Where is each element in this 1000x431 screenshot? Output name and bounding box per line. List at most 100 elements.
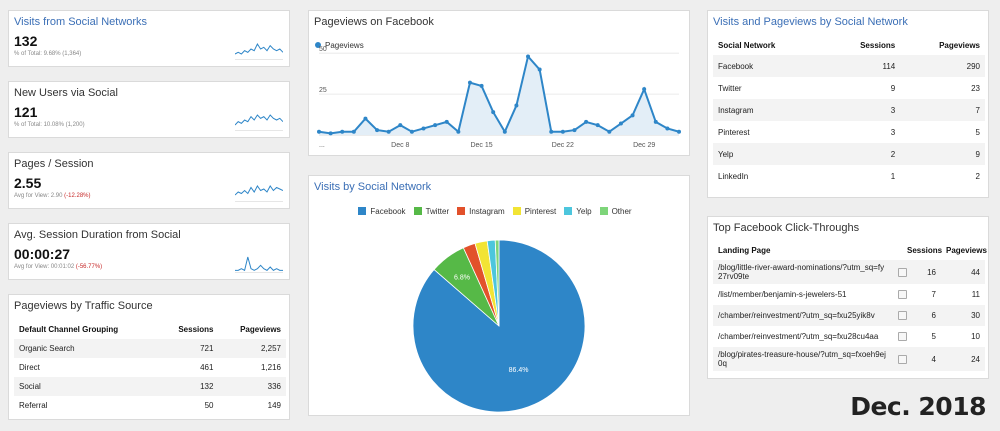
sparkline-series bbox=[235, 114, 283, 126]
data-point bbox=[386, 129, 391, 134]
kpi-subtext: Avg for View: 00:01:02 (-56.77%) bbox=[14, 264, 103, 270]
kpi-subtext: Avg for View: 2.90 (-12.28%) bbox=[14, 193, 91, 199]
copy-icon[interactable] bbox=[898, 354, 907, 364]
kpi-value: 00:00:27 bbox=[14, 246, 71, 262]
legend-item-facebook[interactable]: Facebook bbox=[358, 206, 406, 216]
column-header[interactable]: Default Channel Grouping bbox=[19, 325, 119, 334]
facebook-clickthroughs-card: Top Facebook Click-Throughs Landing Page… bbox=[707, 216, 989, 379]
data-point bbox=[502, 129, 507, 134]
legend-item-instagram[interactable]: Instagram bbox=[457, 207, 505, 216]
data-point bbox=[328, 131, 333, 136]
x-tick-label: Dec 8 bbox=[391, 142, 409, 149]
data-point bbox=[351, 129, 356, 134]
kpi-value: 132 bbox=[14, 33, 38, 49]
landing-page-link[interactable]: /blog/little-river-award-nominations/?ut… bbox=[713, 260, 893, 284]
social-network-card: Visits and Pageviews by Social Network S… bbox=[707, 10, 989, 198]
data-point bbox=[444, 119, 449, 124]
table-row: /blog/pirates-treasure-house/?utm_sq=fxo… bbox=[713, 347, 985, 371]
data-point bbox=[618, 121, 623, 126]
data-point bbox=[409, 129, 414, 134]
pie-chart: 86.4% 6.8% bbox=[412, 239, 586, 413]
kpi-change: (-12.28%) bbox=[64, 193, 91, 199]
card-title[interactable]: Visits by Social Network bbox=[314, 181, 432, 193]
table-row: Direct 461 1,216 bbox=[19, 363, 281, 372]
kpi-card-pages-session: Pages / Session 2.55 Avg for View: 2.90 … bbox=[8, 152, 290, 209]
kpi-value: 2.55 bbox=[14, 175, 42, 191]
column-header[interactable]: Sessions bbox=[907, 246, 943, 255]
landing-page-link[interactable]: /list/member/benjamin-s-jewelers-51 bbox=[718, 290, 847, 299]
copy-icon[interactable] bbox=[898, 290, 907, 300]
clicks-table: Landing Page Sessions Pageviews /blog/li… bbox=[713, 241, 987, 371]
legend-swatch bbox=[413, 207, 422, 215]
x-tick-label: Dec 29 bbox=[633, 142, 655, 149]
data-point bbox=[491, 110, 496, 115]
network-table: Social Network Sessions Pageviews Facebo… bbox=[713, 36, 985, 187]
sparkline-series bbox=[235, 256, 283, 272]
sparkline bbox=[235, 185, 283, 202]
card-title[interactable]: Visits and Pageviews by Social Network bbox=[713, 16, 908, 28]
data-point bbox=[584, 119, 589, 124]
column-header[interactable]: Sessions bbox=[860, 41, 896, 50]
column-header[interactable]: Pageviews bbox=[939, 41, 980, 50]
x-tick-label: ... bbox=[319, 142, 325, 149]
landing-page-link[interactable]: /chamber/reinvestment/?utm_sq=fxu25yik8v bbox=[713, 305, 893, 326]
social-pie-card: Visits by Social Network Facebook Twitter… bbox=[308, 175, 690, 416]
pie-legend: Facebook Twitter Instagram Pinterest Yelp Oth… bbox=[309, 202, 689, 220]
series-line bbox=[318, 54, 680, 135]
sparkline-series bbox=[235, 185, 283, 196]
data-point bbox=[375, 128, 380, 133]
data-point bbox=[595, 123, 600, 128]
kpi-card-social-visits: Visits from Social Networks 132 % of Tot… bbox=[8, 10, 290, 67]
column-header[interactable]: Pageviews bbox=[946, 246, 987, 255]
column-header[interactable]: Sessions bbox=[178, 325, 214, 334]
data-point bbox=[398, 123, 403, 128]
table-row: Referral 50 149 bbox=[19, 401, 281, 410]
y-tick-label: 50 bbox=[319, 46, 327, 53]
data-point bbox=[560, 129, 565, 134]
data-point bbox=[549, 129, 554, 134]
data-point bbox=[677, 129, 681, 134]
legend-marker bbox=[315, 42, 321, 48]
copy-icon[interactable] bbox=[898, 267, 907, 277]
kpi-title[interactable]: Visits from Social Networks bbox=[14, 16, 148, 28]
kpi-change: (-56.77%) bbox=[75, 264, 103, 270]
copy-icon[interactable] bbox=[898, 311, 907, 321]
legend-label: Instagram bbox=[469, 206, 505, 216]
data-point bbox=[526, 54, 531, 59]
table-row: Instagram 3 7 bbox=[713, 99, 985, 121]
legend-label: Facebook bbox=[370, 206, 406, 216]
sparkline-series bbox=[235, 42, 283, 55]
kpi-card-session-duration: Avg. Session Duration from Social 00:00:… bbox=[8, 223, 290, 280]
table-row: Facebook 114 290 bbox=[713, 55, 985, 77]
legend-item-pinterest[interactable]: Pinterest bbox=[512, 207, 556, 216]
data-point bbox=[456, 129, 461, 134]
data-point bbox=[537, 67, 542, 72]
traffic-table: Default Channel Grouping Sessions Pagevi… bbox=[14, 320, 286, 415]
column-header[interactable]: Social Network bbox=[718, 41, 776, 50]
legend-label: Other bbox=[611, 206, 632, 216]
kpi-title: Pages / Session bbox=[14, 158, 94, 170]
column-header[interactable]: Pageviews bbox=[240, 325, 281, 334]
kpi-card-new-users: New Users via Social 121 % of Total: 10.… bbox=[8, 81, 290, 138]
data-point bbox=[340, 129, 345, 134]
legend-item-other[interactable]: Other bbox=[599, 206, 632, 216]
legend-item-twitter[interactable]: Twitter bbox=[413, 207, 449, 216]
date-stamp: Dec. 2018 bbox=[850, 392, 986, 421]
data-point bbox=[630, 113, 635, 118]
table-row: /list/member/benjamin-s-jewelers-51 7 11 bbox=[713, 284, 985, 305]
landing-page-link[interactable]: /blog/pirates-treasure-house/?utm_sq=fxo… bbox=[713, 347, 893, 371]
landing-page-link[interactable]: /chamber/reinvestment/?utm_sq=fxu28cu4aa bbox=[718, 332, 879, 341]
legend-label: Pageviews bbox=[325, 41, 364, 50]
traffic-source-card: Pageviews by Traffic Source Default Chan… bbox=[8, 294, 290, 420]
legend-swatch bbox=[512, 207, 521, 215]
table-row: Pinterest 3 5 bbox=[718, 127, 980, 137]
data-point bbox=[363, 116, 368, 121]
legend-item-yelp[interactable]: Yelp bbox=[564, 207, 592, 216]
kpi-title: Avg. Session Duration from Social bbox=[14, 229, 181, 241]
table-row: Social 132 336 bbox=[14, 377, 286, 396]
data-point bbox=[642, 87, 647, 92]
card-title: Top Facebook Click-Throughs bbox=[713, 222, 860, 234]
data-point bbox=[433, 123, 438, 128]
copy-icon[interactable] bbox=[898, 332, 907, 342]
column-header[interactable]: Landing Page bbox=[718, 246, 771, 255]
